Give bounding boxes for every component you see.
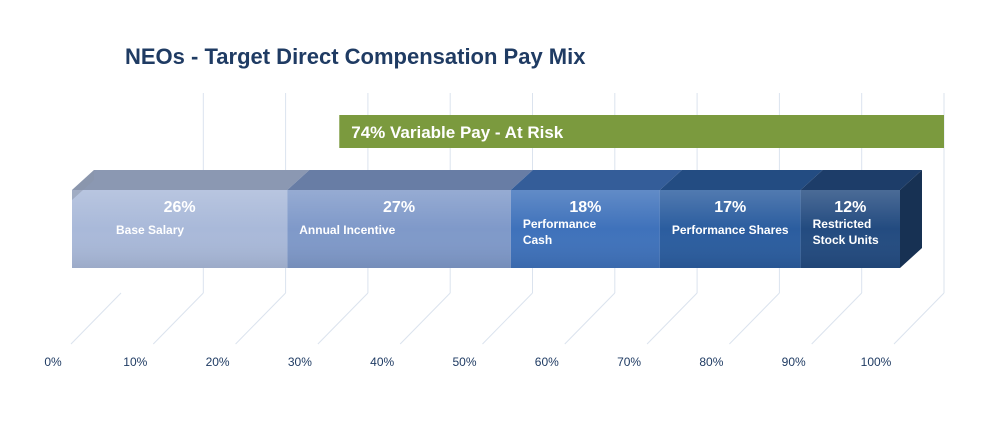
segment-category-label: Annual Incentive xyxy=(299,223,395,237)
x-tick-label: 20% xyxy=(206,355,230,369)
x-tick-label: 70% xyxy=(617,355,641,369)
floor-line xyxy=(893,292,945,345)
bar-segment-top xyxy=(72,170,310,190)
floor-line xyxy=(399,292,451,345)
segment-category-label: Performance Shares xyxy=(672,223,789,237)
x-tick-label: 40% xyxy=(370,355,394,369)
x-axis-ticks: 0% 10% 20% 30% 40% 50% 60% 70% 80% 90% 100% xyxy=(44,355,891,369)
floor-line xyxy=(811,292,863,345)
bar-side-face xyxy=(900,170,922,268)
bar-segment: 18%Performance Cash xyxy=(510,170,682,268)
bar-segment: 12%Restricted Stock Units xyxy=(800,170,922,268)
floor-line xyxy=(482,292,533,345)
bar-segment: 26% Base Salary xyxy=(72,170,310,268)
chart-title: NEOs - Target Direct Compensation Pay Mi… xyxy=(125,44,586,69)
bar-segment-sheen xyxy=(800,190,900,268)
segment-category-label: Performance xyxy=(523,217,597,231)
segment-value-label: 17% xyxy=(714,199,746,216)
segment-category-label: Base Salary xyxy=(116,223,184,237)
x-tick-label: 50% xyxy=(452,355,476,369)
bar-segment-top xyxy=(800,170,922,190)
bar-segment-sheen xyxy=(72,190,288,268)
floor-line xyxy=(729,292,780,345)
bar-segment-top xyxy=(510,170,682,190)
segment-value-label: 27% xyxy=(383,199,415,216)
floor-line xyxy=(646,292,698,345)
bar-segment-sheen xyxy=(659,190,801,268)
variable-pay-annotation: 74% Variable Pay - At Risk xyxy=(339,115,944,148)
bar-segment-sheen xyxy=(287,190,511,268)
x-tick-label: 80% xyxy=(699,355,723,369)
x-tick-label: 90% xyxy=(782,355,806,369)
floor-line xyxy=(235,292,286,345)
x-tick-label: 0% xyxy=(44,355,62,369)
floor-line xyxy=(317,292,369,345)
x-tick-label: 30% xyxy=(288,355,312,369)
bar-segment-sheen xyxy=(510,190,660,268)
variable-pay-banner-text: 74% Variable Pay - At Risk xyxy=(351,123,564,142)
x-tick-label: 100% xyxy=(861,355,892,369)
floor-line xyxy=(152,292,204,345)
segment-category-label: Stock Units xyxy=(813,233,879,247)
x-tick-label: 60% xyxy=(535,355,559,369)
floor-line xyxy=(564,292,616,345)
segment-value-label: 26% xyxy=(164,199,196,216)
x-tick-label: 10% xyxy=(123,355,147,369)
variable-pay-banner xyxy=(339,115,944,148)
bar-segment: 27% Annual Incentive xyxy=(287,170,533,268)
segment-category-label: Cash xyxy=(523,233,552,247)
segment-category-label: Restricted xyxy=(813,217,872,231)
bar-segment-top xyxy=(659,170,823,190)
segment-value-label: 12% xyxy=(834,199,866,216)
segment-value-label: 18% xyxy=(569,199,601,216)
bar-left-edge xyxy=(72,170,94,200)
bar-segment: 17% Performance Shares xyxy=(659,170,823,268)
bar-segment-top xyxy=(287,170,533,190)
floor-line xyxy=(70,292,122,345)
